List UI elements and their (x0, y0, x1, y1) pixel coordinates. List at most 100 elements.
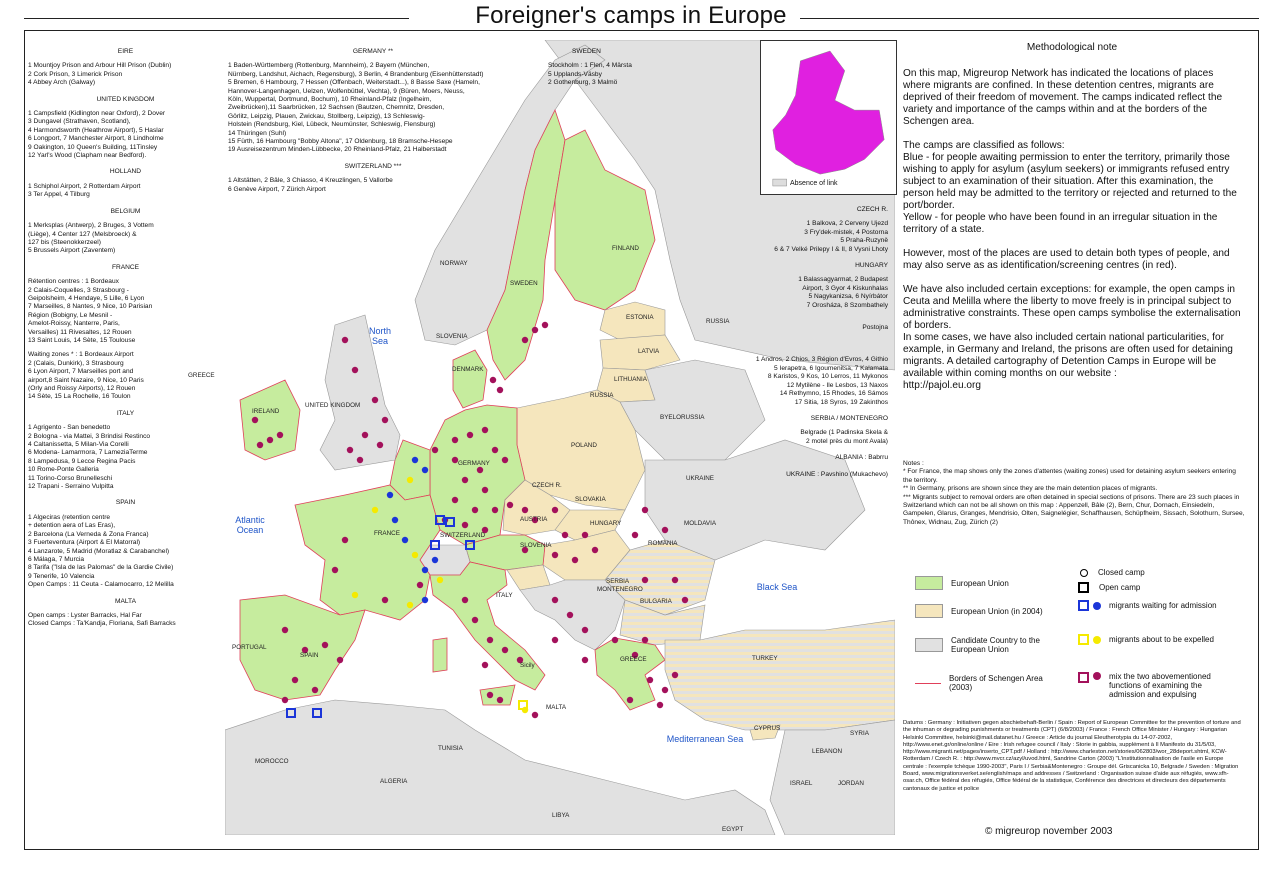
camp-marker (631, 531, 639, 539)
ireland-shape (239, 379, 301, 461)
greece-text: 1 Andros, 2 Chios, 3 Région d'Evros, 4 G… (755, 356, 888, 406)
label-lebanon: LEBANON (812, 748, 843, 755)
legend-expelled: migrants about to be expelled (1078, 634, 1214, 645)
open-camp-marker (445, 517, 455, 527)
label-morocco: MOROCCO (255, 758, 289, 765)
czech-text: 1 Balkova, 2 Cerveny Ujezd 3 Fry'dek-mis… (774, 220, 888, 253)
switzerland-text: 1 Altstätten, 2 Bâle, 3 Chiasso, 4 Kreuz… (228, 177, 393, 193)
camp-marker (476, 466, 484, 474)
label-cyprus: CYPRUS (754, 725, 781, 732)
label-uk: UNITED KINGDOM (305, 402, 361, 409)
camp-marker (421, 466, 429, 474)
expelled-closed-icon (1093, 635, 1101, 644)
eire-text: 1 Mountjoy Prison and Arbour Hill Prison… (28, 62, 172, 87)
camp-marker (411, 456, 419, 464)
label-romania: ROMANIA (648, 540, 678, 547)
camp-marker (471, 506, 479, 514)
camp-marker (571, 556, 579, 564)
notes-title: Notes : (903, 460, 924, 467)
camp-marker (281, 626, 289, 634)
method-note-p4: We have also included certain exceptions… (903, 284, 1241, 391)
camp-marker (551, 506, 559, 514)
inset-legend: Absence of link (790, 180, 838, 187)
albania-text: ALBANIA : Babrru (835, 454, 888, 462)
malta-text: Open camps : Lyster Barracks, Hal Far Cl… (28, 611, 176, 628)
camp-marker (461, 596, 469, 604)
czech-header: CZECH R. (856, 206, 888, 213)
camp-marker (451, 456, 459, 464)
note-2: ** In Germany, prisons are shown since t… (903, 485, 1158, 493)
camp-marker (481, 426, 489, 434)
camp-marker (371, 396, 379, 404)
waiting-closed-icon (1093, 601, 1101, 610)
legend-schengen: Borders of Schengen Area (2003) (915, 674, 1055, 692)
camp-marker (461, 476, 469, 484)
method-note: Methodological note On this map, Migreur… (903, 42, 1241, 404)
camp-marker (489, 376, 497, 384)
ukraine-text: UKRAINE : Pavshino (Mukachevo) (786, 470, 888, 478)
camp-marker (371, 506, 379, 514)
eire-header: EIRE (117, 48, 134, 55)
note-1: * For France, the map shows only the zon… (903, 468, 1236, 484)
serbia-header: SERBIA / MONTENEGRO (810, 414, 888, 422)
legend-eu2004-label: European Union (in 2004) (951, 606, 1043, 616)
copyright: © migreurop november 2003 (985, 826, 1113, 837)
camp-marker (341, 536, 349, 544)
camp-marker (431, 446, 439, 454)
serbia-text: Belgrade (1 Padinska Skela & 2 motel prè… (800, 429, 888, 445)
camp-marker (266, 436, 274, 444)
camp-marker (551, 596, 559, 604)
label-israel: ISRAEL (790, 780, 813, 787)
label-latvia: LATVIA (638, 348, 660, 355)
belgium-header: BELGIUM (110, 207, 141, 215)
camp-marker (451, 436, 459, 444)
camp-marker (661, 686, 669, 694)
camp-marker (311, 686, 319, 694)
camp-marker (521, 546, 529, 554)
camp-marker (416, 581, 424, 589)
finland-shape (554, 129, 656, 311)
legend-eu: European Union (915, 576, 1009, 590)
open-camp-marker (312, 708, 322, 718)
label-russia: RUSSIA (706, 318, 730, 325)
label-slovenia: SLOVENIA (520, 542, 552, 549)
latvia-shape (599, 334, 681, 371)
label-france: FRANCE (374, 530, 400, 537)
camp-marker (436, 576, 444, 584)
camp-marker (486, 691, 494, 699)
uk-shape (319, 314, 401, 471)
italy-header: ITALY (116, 409, 135, 417)
legend-closed: Closed camp (1080, 568, 1145, 577)
title-rule-right (800, 18, 1259, 19)
camp-marker (406, 601, 414, 609)
footnotes: Notes : * For France, the map shows only… (903, 460, 1245, 527)
legend-waiting: migrants waiting for admission (1078, 600, 1217, 611)
camp-marker (656, 701, 664, 709)
hungary-text: 1 Balassagyarmat, 2 Budapest Airport, 3 … (798, 276, 888, 309)
open-camp-marker (435, 515, 445, 525)
camp-marker (501, 646, 509, 654)
expelled-open-icon (1078, 634, 1089, 645)
label-switzerland: SWITZERLAND (440, 532, 486, 539)
label-germany: GERMANY (458, 460, 490, 467)
camp-marker (481, 486, 489, 494)
open-camp-marker (430, 540, 440, 550)
method-note-p2: The camps are classified as follows: Blu… (903, 140, 1237, 235)
camp-marker (496, 386, 504, 394)
camp-marker (581, 626, 589, 634)
label-ukraine: UKRAINE (686, 475, 714, 482)
cyprus-shape (749, 724, 781, 741)
camp-marker (581, 531, 589, 539)
label-ireland: IRELAND (252, 408, 280, 415)
ukraine-shape (644, 439, 866, 561)
label-finland: FINLAND (612, 245, 639, 252)
camp-marker (491, 446, 499, 454)
germany-text: 1 Baden-Württemberg (Rottenburg, Mannhei… (228, 62, 484, 154)
open-camp-icon (1078, 582, 1089, 593)
label-greece-left: GREECE (188, 372, 215, 379)
camp-marker (531, 711, 539, 719)
right-column: CZECH R. 1 Balkova, 2 Cerveny Ujezd 3 Fr… (738, 198, 888, 485)
label-norway: NORWAY (440, 260, 468, 267)
camp-marker (481, 661, 489, 669)
camp-marker (611, 636, 619, 644)
